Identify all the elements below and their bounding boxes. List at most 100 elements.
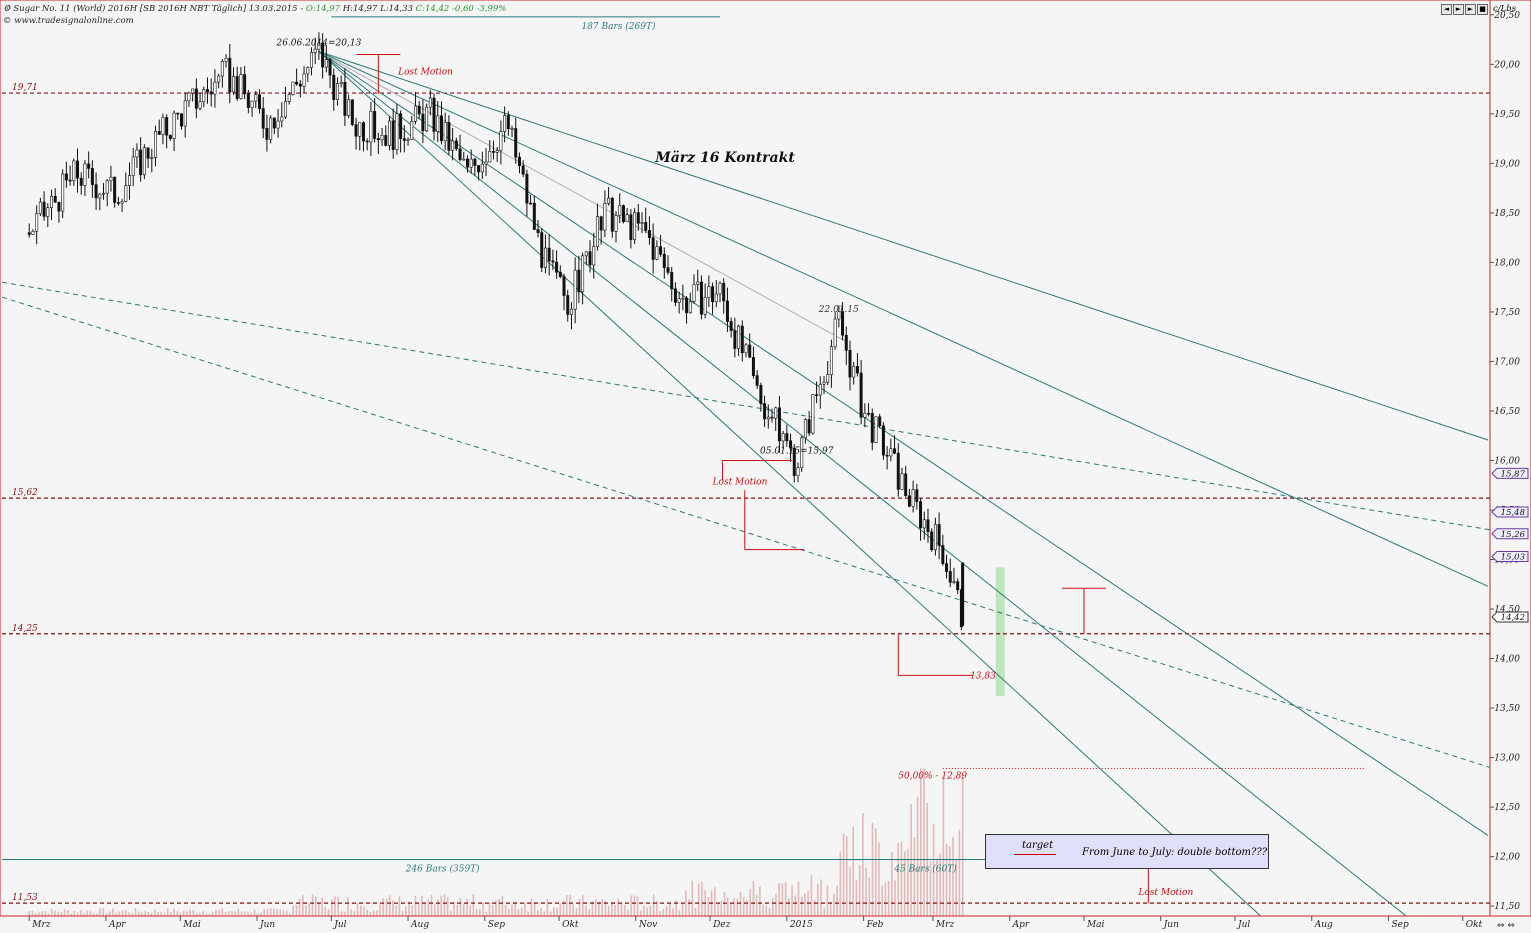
- candle-body: [781, 433, 785, 442]
- candle-body: [339, 81, 343, 84]
- candle-body: [811, 394, 815, 434]
- candle-body: [477, 165, 481, 173]
- candle: [651, 223, 655, 274]
- candle-body: [280, 116, 284, 122]
- candle-body: [633, 212, 637, 240]
- candle-body: [302, 73, 306, 87]
- candle-body: [878, 416, 882, 427]
- candle-body: [744, 344, 748, 354]
- candle-body: [517, 156, 521, 166]
- candle: [826, 360, 830, 386]
- close-chart-button[interactable]: ■: [1477, 4, 1488, 15]
- candle: [696, 269, 700, 292]
- candle: [61, 169, 65, 219]
- candle: [833, 311, 837, 350]
- candle-body: [142, 147, 146, 176]
- candle: [109, 165, 113, 192]
- candle: [685, 296, 689, 324]
- candle: [128, 162, 132, 200]
- candle: [76, 148, 80, 193]
- candle: [896, 443, 900, 497]
- candle-body: [291, 81, 295, 95]
- candle: [439, 101, 443, 145]
- candle: [517, 152, 521, 174]
- x-tick-label: Mrz: [935, 920, 955, 930]
- scroll-end-button[interactable]: ►: [1465, 4, 1476, 15]
- candle-body: [945, 563, 949, 572]
- candle: [64, 161, 68, 188]
- price-tag-box: [1491, 611, 1529, 623]
- candle-body: [272, 117, 276, 129]
- candle: [276, 109, 280, 138]
- candle: [161, 113, 165, 145]
- candle-body: [859, 372, 863, 418]
- candle: [287, 92, 291, 105]
- candle-body: [755, 375, 759, 386]
- candle: [499, 120, 503, 165]
- candle-body: [209, 91, 213, 95]
- candle-body: [933, 524, 937, 551]
- candle: [763, 395, 767, 428]
- candle-body: [254, 94, 258, 102]
- candle: [774, 406, 778, 432]
- x-tick-label: Mai: [182, 920, 201, 930]
- price-tag-box: [1491, 551, 1529, 563]
- candle-body: [629, 214, 633, 240]
- y-axis: 20,50 20,00 19,50 19,00 18,50 18,00 17,50 17,00…: [1490, 11, 1529, 912]
- candle: [406, 137, 410, 146]
- candle: [402, 125, 406, 153]
- candle: [42, 191, 46, 221]
- target-legend-box: target From June to July: double bottom?…: [985, 834, 1269, 869]
- candle-body: [655, 246, 659, 260]
- candle: [150, 148, 154, 173]
- candle: [621, 204, 625, 224]
- candle-body: [350, 99, 354, 125]
- candle: [120, 198, 124, 213]
- candle-body: [205, 89, 209, 93]
- candle-body: [228, 57, 232, 93]
- candle: [725, 287, 729, 332]
- x-tick-label: Feb: [866, 920, 884, 930]
- candle-body: [569, 308, 573, 315]
- candle: [131, 148, 135, 187]
- candle-body: [283, 101, 287, 118]
- candle: [380, 127, 384, 146]
- candle-body: [614, 215, 618, 232]
- candle: [484, 148, 488, 177]
- gear-icon[interactable]: ⚙: [3, 4, 11, 14]
- candle: [770, 408, 774, 423]
- annotation-label: 187 Bars (269T): [581, 21, 655, 32]
- candle-body: [543, 247, 547, 268]
- candle: [358, 122, 362, 151]
- scroll-left-button[interactable]: ◄: [1441, 4, 1452, 15]
- candle-body: [120, 201, 124, 204]
- candle: [354, 117, 358, 150]
- candle-body: [618, 205, 622, 216]
- candle: [855, 353, 859, 377]
- candle-body: [841, 311, 845, 336]
- candle-body: [358, 122, 362, 137]
- candle-body: [484, 161, 488, 165]
- candle-body: [521, 165, 525, 175]
- candle-body: [265, 128, 269, 140]
- x-tick-label: Sep: [1391, 920, 1408, 930]
- candle-body: [885, 454, 889, 457]
- candle-body: [789, 440, 793, 449]
- candle: [31, 229, 35, 235]
- candle: [915, 483, 919, 510]
- candle: [785, 424, 789, 447]
- candle: [555, 250, 559, 279]
- candle: [811, 394, 815, 435]
- candle-body: [406, 139, 410, 141]
- scroll-right-button[interactable]: ►: [1453, 4, 1464, 15]
- candle: [257, 89, 261, 114]
- y-tick-label: 16,00: [1494, 456, 1520, 466]
- candle: [391, 108, 395, 159]
- candle: [510, 125, 514, 138]
- candle-body: [751, 357, 755, 376]
- candle-body: [38, 201, 42, 215]
- candle-body: [536, 229, 540, 233]
- candle-body: [83, 163, 87, 186]
